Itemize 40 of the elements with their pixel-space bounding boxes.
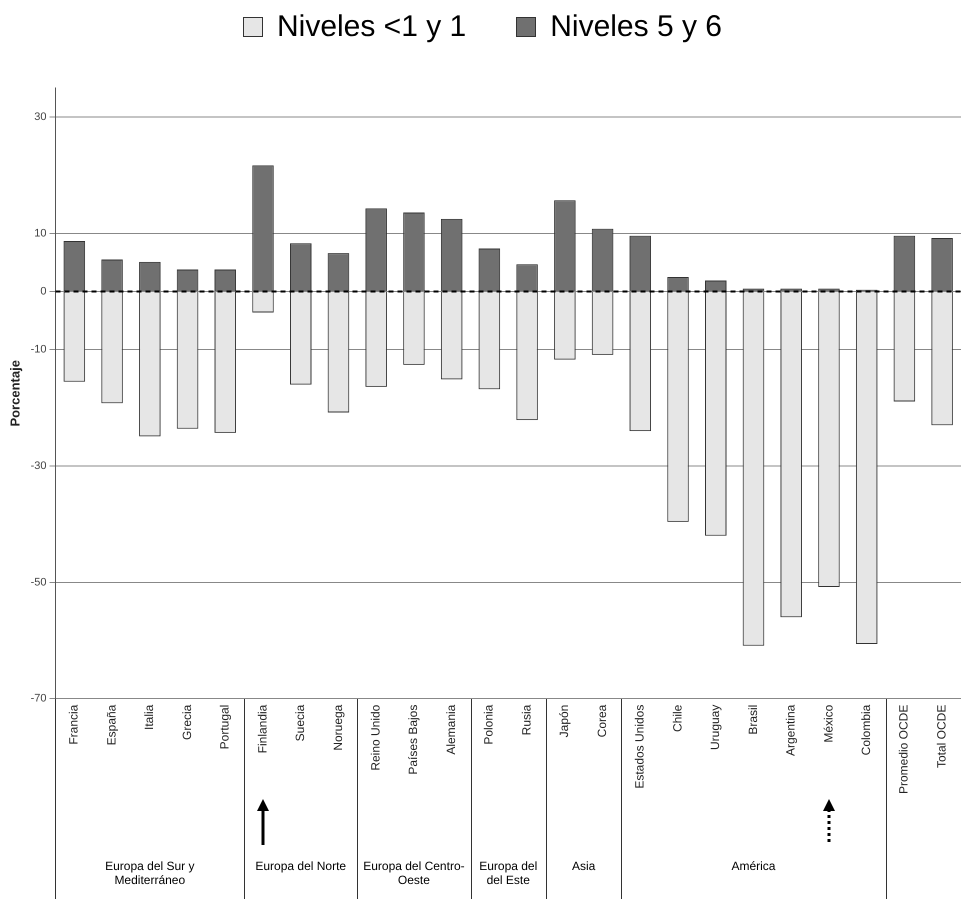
- x-tick-label: Francia: [66, 704, 81, 745]
- text: Europa del Norte: [254, 858, 348, 873]
- x-tick-label: Total OCDE: [934, 704, 948, 768]
- y-tick-label: 10: [34, 227, 46, 240]
- y-tick-label: 30: [34, 111, 46, 124]
- x-tick-label: Noruega: [330, 704, 345, 751]
- x-tick-label: Colombia: [858, 704, 873, 756]
- text: Asia: [571, 858, 596, 873]
- x-tick-label: Reino Unido: [368, 704, 383, 771]
- x-tick-label: Argentina: [784, 704, 798, 756]
- x-tick-label: Promedio OCDE: [896, 704, 911, 794]
- x-tick-label: España: [104, 704, 118, 746]
- x-tick-label: Polonia: [482, 704, 496, 745]
- x-tick-label: Países Bajos: [406, 704, 420, 775]
- x-tick-label: Estados Unidos: [632, 704, 647, 789]
- x-tick-label: Corea: [594, 704, 609, 738]
- x-tick-label: Brasil: [746, 704, 760, 735]
- text: Europa del Centro-Oeste: [362, 858, 466, 887]
- x-tick-label: Uruguay: [708, 704, 722, 750]
- y-tick-label: -50: [30, 576, 46, 588]
- x-tick-label: Italia: [142, 704, 156, 730]
- x-tick-label: Finlandia: [255, 704, 270, 754]
- text: América: [730, 858, 776, 873]
- y-tick-label: -70: [30, 692, 46, 705]
- x-tick-label: Suecia: [293, 704, 308, 742]
- legend-label: Niveles <1 y 1: [276, 10, 466, 44]
- y-axis-title: Porcentaje: [7, 360, 22, 427]
- x-tick-label: Chile: [670, 704, 684, 732]
- text: Europa del Sur y Mediterráneo: [104, 858, 196, 887]
- text: Europa del del Este: [478, 858, 538, 887]
- x-tick-label: Rusia: [519, 704, 534, 736]
- x-tick-label: México: [821, 704, 836, 743]
- x-tick-label: Portugal: [218, 704, 232, 750]
- x-tick-label: Alemania: [444, 704, 458, 755]
- y-tick-label: 0: [40, 286, 46, 298]
- y-tick-label: -30: [30, 460, 46, 472]
- x-tick-label: Grecia: [180, 704, 194, 740]
- x-tick-label: Japón: [557, 704, 572, 738]
- legend-label: Niveles 5 y 6: [550, 10, 722, 44]
- y-tick-label: -10: [30, 344, 46, 356]
